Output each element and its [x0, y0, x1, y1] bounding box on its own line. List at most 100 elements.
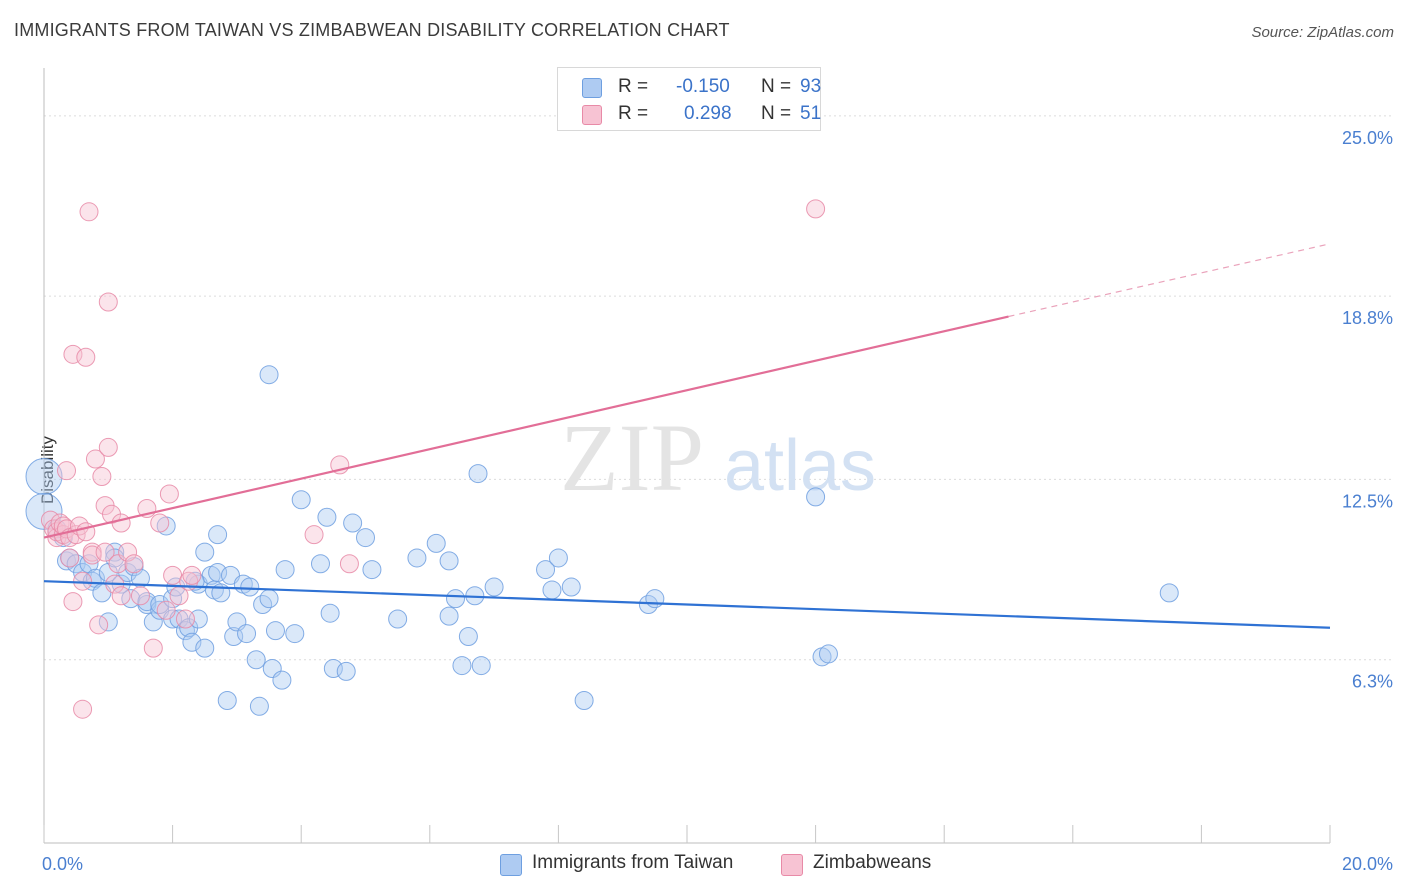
zimbabwe-point	[92, 466, 112, 486]
watermark-zip: ZIP	[560, 404, 704, 511]
zimbabwe-point	[156, 600, 176, 620]
zimbabwe-point	[182, 565, 202, 585]
taiwan-point	[175, 621, 195, 641]
taiwan-point	[208, 562, 228, 582]
taiwan-point	[272, 670, 292, 690]
legend-n-label: N =	[761, 103, 792, 124]
legend-swatch-zimbabwe	[781, 854, 803, 876]
taiwan-point	[259, 365, 279, 385]
zimbabwe-point	[63, 592, 83, 612]
taiwan-point	[468, 464, 488, 484]
taiwan-point	[446, 589, 466, 609]
taiwan-point	[195, 638, 215, 658]
taiwan-point	[240, 577, 260, 597]
zimbabwe-point	[339, 554, 359, 574]
legend-n-label: N =	[761, 76, 792, 97]
legend-swatch-taiwan	[500, 854, 522, 876]
taiwan-point	[645, 589, 665, 609]
legend-stats: R = -0.150 N = 93 R = 0.298 N = 51	[557, 67, 821, 131]
taiwan-point	[224, 626, 244, 646]
taiwan-point	[237, 624, 257, 644]
taiwan-point	[471, 656, 491, 676]
zimbabwe-point	[73, 699, 93, 719]
zimbabwe-point	[175, 609, 195, 629]
y-tick-label: 6.3%	[1352, 672, 1393, 692]
legend-r-label: R =	[618, 103, 649, 124]
taiwan-point	[1159, 583, 1179, 603]
taiwan-point	[285, 624, 305, 644]
taiwan-point	[484, 577, 504, 597]
x-tick-label: 0.0%	[42, 854, 83, 874]
taiwan-point	[249, 696, 269, 716]
zimbabwe-point	[163, 565, 183, 585]
zimbabwe-point	[130, 586, 150, 606]
taiwan-point	[275, 560, 295, 580]
tick-labels: 6.3% 12.5% 18.8% 25.0% 0.0% 20.0%	[42, 128, 1393, 874]
taiwan-point	[310, 554, 330, 574]
taiwan-point	[195, 542, 215, 562]
source-credit: Source: ZipAtlas.com	[1251, 24, 1394, 41]
taiwan-point	[208, 525, 228, 545]
zimbabwe-point	[85, 449, 105, 469]
legend-r-label: R =	[618, 76, 649, 97]
zimbabwe-point	[73, 571, 93, 591]
trend-lines	[43, 243, 1331, 629]
taiwan-point	[25, 457, 63, 495]
zimbabwe-point	[57, 461, 77, 481]
legend-swatch-taiwan	[582, 78, 602, 98]
taiwan-point	[217, 690, 237, 710]
taiwan-point	[362, 560, 382, 580]
taiwan-point	[105, 548, 125, 568]
legend-label-taiwan: Immigrants from Taiwan	[532, 852, 734, 873]
taiwan-point	[561, 577, 581, 597]
zimbabwe-point	[159, 484, 179, 504]
taiwan-point	[320, 603, 340, 623]
taiwan-point	[548, 548, 568, 568]
zimbabwe-point	[143, 638, 163, 658]
taiwan-point	[542, 580, 562, 600]
taiwan-point	[130, 568, 150, 588]
legend-r-value: -0.150	[676, 76, 730, 97]
y-tick-label: 25.0%	[1342, 128, 1393, 148]
zimbabwe-point	[95, 542, 115, 562]
legend-n-value: 51	[800, 103, 822, 124]
zimbabwe-point	[79, 202, 99, 222]
taiwan-point	[336, 661, 356, 681]
zimbabwe-trend-line	[43, 315, 1009, 539]
zimbabwe-point	[304, 525, 324, 545]
zimbabwe-trend-extension	[1008, 243, 1331, 318]
legend-r-value: 0.298	[684, 103, 732, 124]
legend-label-zimbabwe: Zimbabweans	[813, 852, 932, 873]
taiwan-point	[818, 644, 838, 664]
zimbabwe-point	[111, 586, 131, 606]
taiwan-point	[388, 609, 408, 629]
taiwan-point	[323, 658, 343, 678]
zimbabwe-point	[89, 615, 109, 635]
zimbabwe-point	[76, 347, 96, 367]
taiwan-point	[265, 621, 285, 641]
legend-n-value: 93	[800, 76, 822, 97]
taiwan-point	[356, 528, 375, 548]
taiwan-point	[536, 560, 556, 580]
taiwan-point	[426, 533, 446, 553]
zimbabwe-point	[150, 513, 170, 533]
taiwan-point	[246, 650, 266, 670]
axes	[43, 68, 1331, 844]
zimbabwe-point	[60, 548, 80, 568]
zimbabwe-point	[111, 513, 131, 533]
x-tick-label: 20.0%	[1342, 854, 1393, 874]
zimbabwe-point	[806, 199, 826, 219]
zimbabwe-point	[63, 344, 83, 364]
taiwan-point	[574, 690, 594, 710]
taiwan-point	[259, 589, 279, 609]
taiwan-point	[143, 612, 163, 632]
y-tick-label: 18.8%	[1342, 308, 1393, 328]
taiwan-point	[458, 626, 478, 646]
taiwan-point	[317, 507, 337, 527]
zimbabwe-point	[98, 437, 118, 457]
taiwan-point	[407, 548, 427, 568]
zimbabwe-point	[118, 542, 138, 562]
taiwan-point	[291, 490, 311, 510]
zimbabwe-point	[98, 292, 118, 312]
